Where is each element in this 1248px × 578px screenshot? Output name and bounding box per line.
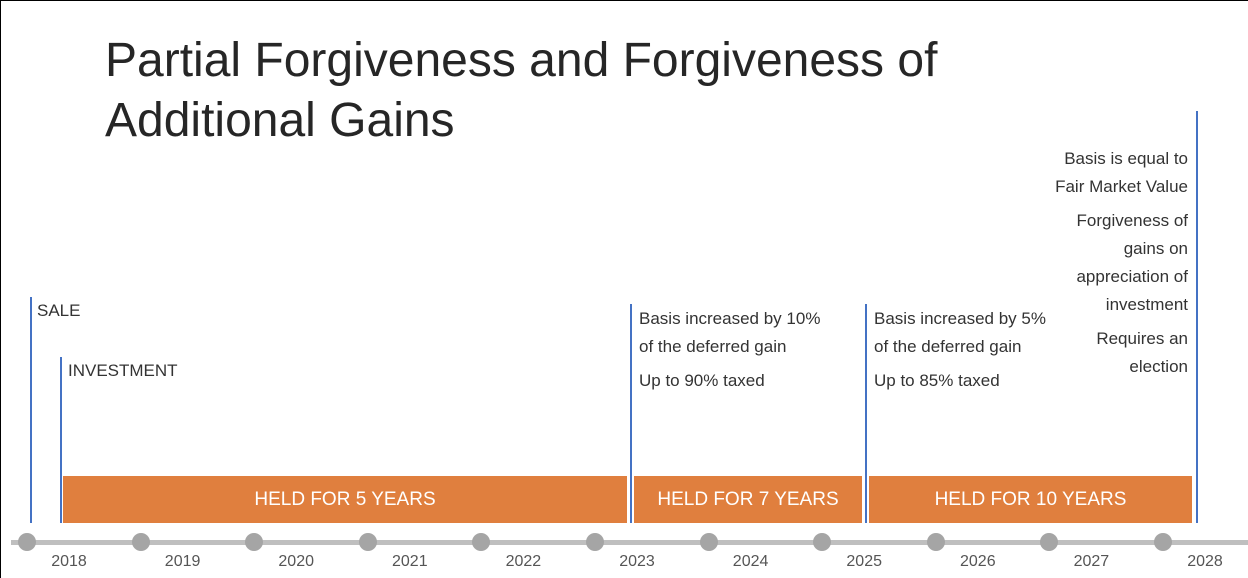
timeline-axis: [11, 540, 1248, 545]
note-paragraph: Basis increased by 10% of the deferred g…: [639, 309, 821, 356]
year5-line: [630, 304, 632, 523]
slide-title: Partial Forgiveness and Forgiveness of A…: [105, 34, 938, 147]
year7-line: [865, 304, 867, 523]
period-bar: HELD FOR 7 YEARS: [634, 476, 862, 523]
note-paragraph: Up to 90% taxed: [639, 371, 765, 390]
note-paragraph: Up to 85% taxed: [874, 371, 1000, 390]
note: Basis increased by 5% of the deferred ga…: [874, 305, 1064, 401]
note-paragraph: Forgiveness of gains on appreciation of …: [1076, 211, 1188, 314]
timeline-dot: [699, 533, 718, 551]
timeline-dot: [472, 533, 491, 551]
timeline-dot: [18, 533, 36, 551]
timeline-dot: [1154, 533, 1172, 551]
year10-line: [1196, 111, 1198, 523]
timeline-dot: [245, 533, 264, 551]
timeline-dot: [131, 533, 150, 551]
year-label: 2018: [51, 553, 87, 570]
year-label: 2021: [392, 553, 428, 570]
period-bar: HELD FOR 10 YEARS: [869, 476, 1192, 523]
year-label: 2026: [960, 553, 996, 570]
note-paragraph: Basis is equal to Fair Market Value: [1055, 149, 1188, 196]
note-paragraph: Requires an election: [1096, 329, 1188, 376]
sale-line: [30, 297, 32, 523]
year-label: 2023: [619, 553, 655, 570]
investment-label: INVESTMENT: [68, 361, 178, 380]
timeline-dot: [813, 533, 832, 551]
note: Basis is equal to Fair Market Value Forgi…: [1038, 145, 1188, 387]
year-label: 2025: [846, 553, 882, 570]
investment-line: [60, 357, 62, 523]
year-label: 2024: [732, 553, 769, 570]
timeline-dot: [1040, 533, 1059, 551]
timeline-dot: [358, 533, 377, 551]
year-label: 2019: [164, 553, 201, 570]
sale-label: SALE: [37, 301, 81, 320]
year-label: 2022: [505, 553, 542, 570]
note-paragraph: Basis increased by 5% of the deferred ga…: [874, 309, 1046, 356]
year-label: 2027: [1073, 553, 1110, 570]
timeline-dot: [586, 533, 604, 551]
year-label: 2020: [278, 553, 314, 570]
note: Basis increased by 10% of the deferred g…: [639, 305, 829, 401]
period-bar: HELD FOR 5 YEARS: [63, 476, 627, 523]
year-label: 2028: [1187, 553, 1223, 570]
timeline-dot: [926, 533, 945, 551]
